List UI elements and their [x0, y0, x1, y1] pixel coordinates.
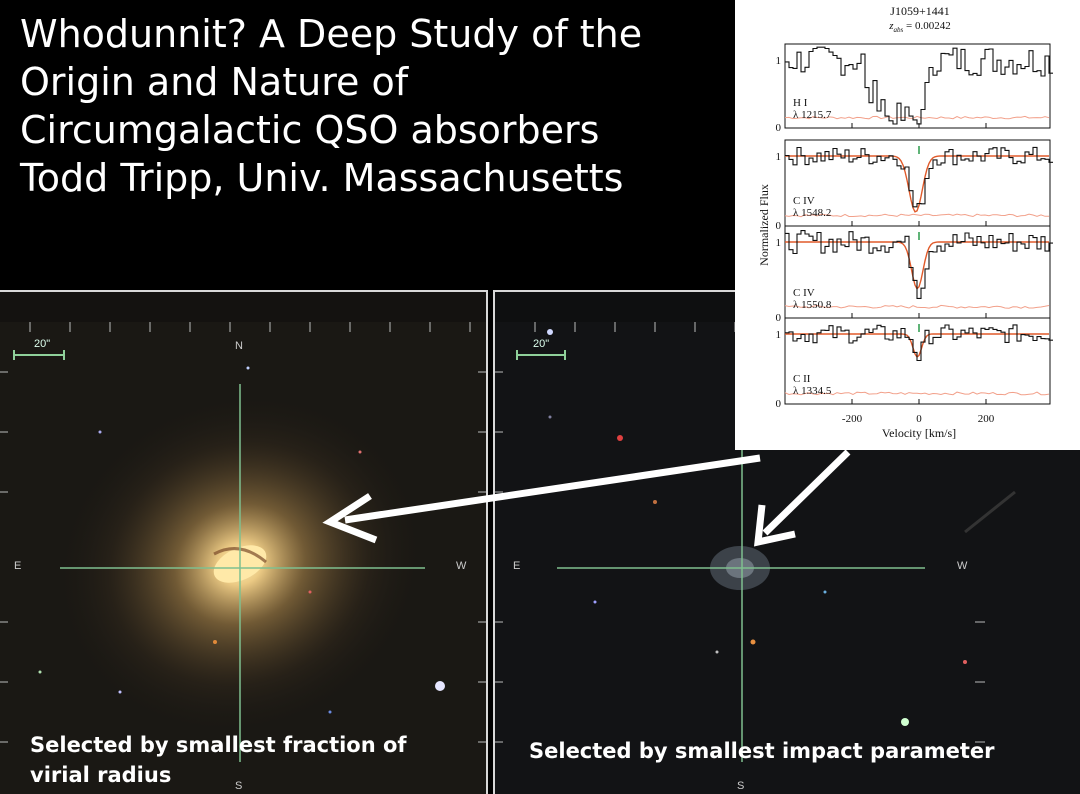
left-galaxy-picture — [0, 292, 486, 794]
ytick-label: 1 — [776, 55, 782, 67]
ion-label: C IV — [793, 195, 815, 207]
title-line-1: Whodunnit? A Deep Study of the — [20, 12, 643, 56]
right-caption-line-1: Selected by smallest impact parameter — [529, 739, 995, 763]
title-line-3: Circumgalactic QSO absorbers — [20, 108, 600, 152]
spectrum-xlabel: Velocity [km/s] — [882, 426, 956, 440]
left-compass-w: W — [456, 560, 467, 572]
slide-title: Whodunnit? A Deep Study of the Origin an… — [20, 10, 720, 202]
ion-label: C II — [793, 373, 811, 385]
title-line-2: Origin and Nature of — [20, 60, 409, 104]
ytick-label: 1 — [776, 151, 782, 163]
left-galaxy-image: 20" N E W S Selected by smallest fractio… — [0, 290, 488, 794]
ytick-label: 1 — [776, 237, 782, 249]
right-caption: Selected by smallest impact parameter — [529, 736, 995, 766]
wavelength-label: λ 1334.5 — [793, 385, 832, 397]
left-caption-line-1: Selected by smallest fraction of — [30, 733, 407, 757]
spectrum-title: J1059+1441 — [890, 4, 949, 18]
ion-label: C IV — [793, 287, 815, 299]
ytick-label: 0 — [776, 398, 782, 410]
spectrum-ylabel: Normalized Flux — [757, 184, 771, 266]
left-caption: Selected by smallest fraction of virial … — [30, 730, 407, 790]
ion-label: H I — [793, 97, 808, 109]
spectrum-panel: 1 0 C IVλ 1548.2 — [776, 139, 1053, 232]
left-compass-n: N — [235, 340, 243, 352]
wavelength-label: λ 1548.2 — [793, 207, 831, 219]
right-compass-s: S — [737, 780, 745, 792]
left-compass-s: S — [235, 780, 243, 792]
ytick-label: 0 — [776, 122, 782, 134]
ytick-label: 0 — [776, 220, 782, 232]
right-scale-label: 20" — [533, 338, 550, 350]
spectrum-panel: 1 0 C IVλ 1550.8 — [776, 225, 1053, 324]
spectrum-subtitle: zabs = 0.00242 — [888, 20, 950, 34]
spectrum-xaxis: -200 0 200 Velocity [km/s] — [842, 413, 995, 440]
absorption-spectrum-figure: J1059+1441 zabs = 0.00242 Normalized Flu… — [735, 0, 1080, 450]
left-compass-e: E — [14, 560, 22, 572]
xtick-label: -200 — [842, 413, 863, 425]
ytick-label: 0 — [776, 312, 782, 324]
right-compass-e: E — [513, 560, 521, 572]
wavelength-label: λ 1215.7 — [793, 109, 832, 121]
spectrum-plot: J1059+1441 zabs = 0.00242 Normalized Flu… — [757, 4, 1053, 440]
left-scale-label: 20" — [34, 338, 51, 350]
spectrum-panel: 1 0 H Iλ 1215.7 — [776, 43, 1053, 134]
spectrum-panel: 1 0 C IIλ 1334.5 — [776, 317, 1053, 410]
title-line-4: Todd Tripp, Univ. Massachusetts — [20, 156, 624, 200]
right-compass-w: W — [957, 560, 968, 572]
wavelength-label: λ 1550.8 — [793, 299, 832, 311]
xtick-label: 200 — [978, 413, 995, 425]
left-caption-line-2: virial radius — [30, 763, 172, 787]
xtick-label: 0 — [916, 413, 922, 425]
ytick-label: 1 — [776, 329, 782, 341]
